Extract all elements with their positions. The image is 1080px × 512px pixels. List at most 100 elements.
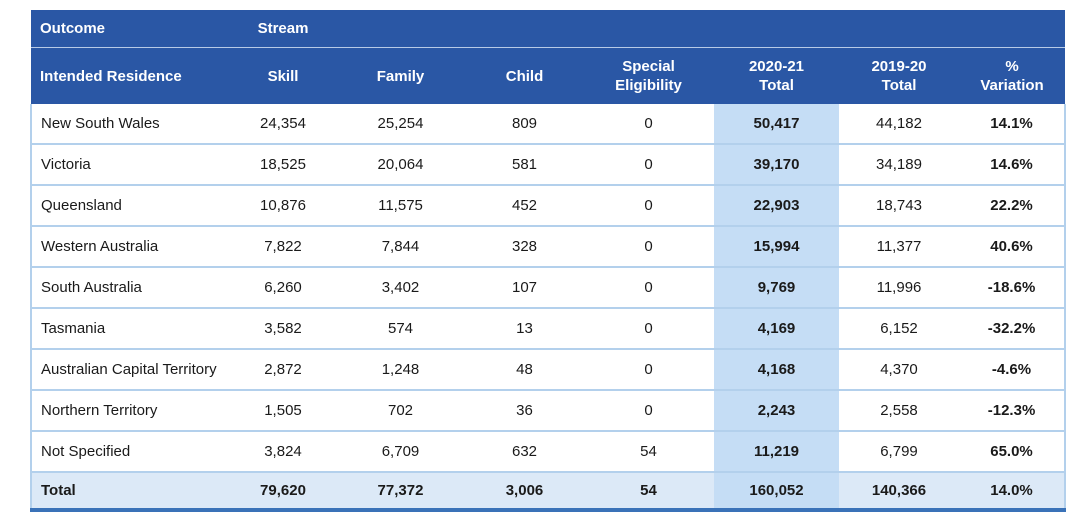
table-row-tasmania: Tasmania 3,582 574 13 0 4,169 6,152 -32.… [30,308,1067,350]
cell-skill: 6,260 [231,267,335,309]
column-header-child: Child [466,47,583,104]
cell-residence: New South Wales [30,104,231,145]
cell-skill: 3,824 [231,431,335,473]
cell-percent-variation: 14.6% [959,144,1067,186]
cell-child: 632 [466,431,583,473]
cell-special-eligibility: 54 [583,472,714,512]
cell-special-eligibility: 0 [583,349,714,391]
cell-special-eligibility: 0 [583,390,714,432]
cell-skill: 2,872 [231,349,335,391]
cell-special-eligibility: 0 [583,104,714,145]
cell-special-eligibility: 0 [583,144,714,186]
column-header-2020-21-total: 2020-21 Total [714,47,839,104]
cell-child: 107 [466,267,583,309]
cell-child: 13 [466,308,583,350]
cell-family: 25,254 [335,104,466,145]
cell-2020-21-total: 39,170 [714,144,839,186]
group-header-spacer [335,10,1066,48]
cell-percent-variation: 14.0% [959,472,1067,512]
cell-child: 581 [466,144,583,186]
group-header-stream: Stream [231,10,335,48]
column-header-skill: Skill [231,47,335,104]
cell-residence: Western Australia [30,226,231,268]
cell-2019-20-total: 44,182 [839,104,959,145]
cell-child: 452 [466,185,583,227]
cell-2019-20-total: 11,377 [839,226,959,268]
table-row-northern-territory: Northern Territory 1,505 702 36 0 2,243 … [30,390,1067,432]
cell-2019-20-total: 6,152 [839,308,959,350]
cell-child: 48 [466,349,583,391]
cell-percent-variation: -32.2% [959,308,1067,350]
cell-2019-20-total: 18,743 [839,185,959,227]
group-header-row: Outcome Stream [31,10,1066,48]
cell-percent-variation: 65.0% [959,431,1067,473]
cell-family: 11,575 [335,185,466,227]
cell-child: 328 [466,226,583,268]
cell-2020-21-total: 9,769 [714,267,839,309]
cell-family: 1,248 [335,349,466,391]
cell-2020-21-total: 2,243 [714,390,839,432]
cell-2020-21-total: 15,994 [714,226,839,268]
cell-2019-20-total: 34,189 [839,144,959,186]
cell-child: 36 [466,390,583,432]
cell-child: 809 [466,104,583,145]
table-row-australian-capital-territory: Australian Capital Territory 2,872 1,248… [30,349,1067,391]
cell-skill: 7,822 [231,226,335,268]
cell-special-eligibility: 0 [583,267,714,309]
cell-skill: 18,525 [231,144,335,186]
cell-percent-variation: 40.6% [959,226,1067,268]
cell-residence: Total [30,472,231,512]
cell-special-eligibility: 54 [583,431,714,473]
group-header-outcome: Outcome [31,10,231,48]
cell-percent-variation: 22.2% [959,185,1067,227]
cell-2020-21-total: 22,903 [714,185,839,227]
cell-residence: Tasmania [30,308,231,350]
column-header-row: Intended Residence Skill Family Child Sp… [31,47,1066,104]
cell-family: 20,064 [335,144,466,186]
cell-family: 6,709 [335,431,466,473]
cell-child: 3,006 [466,472,583,512]
table-header: Outcome Stream Intended Residence Skill … [31,10,1066,104]
column-header-special-eligibility: Special Eligibility [583,47,714,104]
cell-2020-21-total: 50,417 [714,104,839,145]
cell-skill: 1,505 [231,390,335,432]
cell-special-eligibility: 0 [583,226,714,268]
table-row-victoria: Victoria 18,525 20,064 581 0 39,170 34,1… [30,144,1067,186]
table-row-new-south-wales: New South Wales 24,354 25,254 809 0 50,4… [30,104,1067,145]
table-row-queensland: Queensland 10,876 11,575 452 0 22,903 18… [30,185,1067,227]
cell-2020-21-total: 4,168 [714,349,839,391]
cell-2020-21-total: 11,219 [714,431,839,473]
cell-percent-variation: -4.6% [959,349,1067,391]
migration-outcome-table: Outcome Stream Intended Residence Skill … [30,10,1067,512]
table-row-south-australia: South Australia 6,260 3,402 107 0 9,769 … [30,267,1067,309]
cell-2019-20-total: 11,996 [839,267,959,309]
cell-2019-20-total: 2,558 [839,390,959,432]
table-row-total: Total 79,620 77,372 3,006 54 160,052 140… [30,472,1067,512]
table-row-western-australia: Western Australia 7,822 7,844 328 0 15,9… [30,226,1067,268]
cell-residence: Victoria [30,144,231,186]
cell-2019-20-total: 140,366 [839,472,959,512]
cell-2019-20-total: 4,370 [839,349,959,391]
cell-skill: 24,354 [231,104,335,145]
cell-percent-variation: 14.1% [959,104,1067,145]
cell-family: 702 [335,390,466,432]
cell-special-eligibility: 0 [583,185,714,227]
cell-skill: 3,582 [231,308,335,350]
cell-family: 574 [335,308,466,350]
cell-residence: Australian Capital Territory [30,349,231,391]
cell-residence: Not Specified [30,431,231,473]
cell-2020-21-total: 4,169 [714,308,839,350]
column-header-family: Family [335,47,466,104]
cell-family: 7,844 [335,226,466,268]
column-header-intended-residence: Intended Residence [31,47,231,104]
cell-residence: Queensland [30,185,231,227]
cell-percent-variation: -18.6% [959,267,1067,309]
cell-skill: 79,620 [231,472,335,512]
table-row-not-specified: Not Specified 3,824 6,709 632 54 11,219 … [30,431,1067,473]
cell-percent-variation: -12.3% [959,390,1067,432]
cell-family: 3,402 [335,267,466,309]
cell-2020-21-total: 160,052 [714,472,839,512]
table-body: New South Wales 24,354 25,254 809 0 50,4… [30,104,1067,473]
column-header-2019-20-total: 2019-20 Total [839,47,959,104]
cell-family: 77,372 [335,472,466,512]
